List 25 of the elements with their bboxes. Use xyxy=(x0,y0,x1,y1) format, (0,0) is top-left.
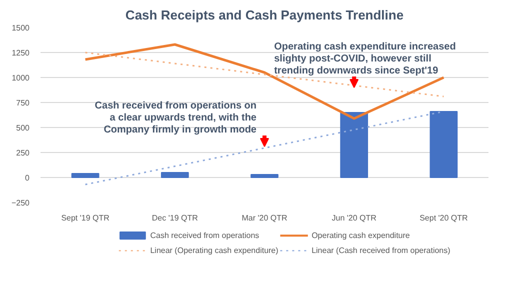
legend-label: Linear (Operating cash expenditure) xyxy=(150,246,279,256)
x-tick-label: Mar '20 QTR xyxy=(242,214,288,222)
chart-title: Cash Receipts and Cash Payments Trendline xyxy=(125,8,404,22)
bar xyxy=(160,172,189,178)
bar xyxy=(430,111,458,178)
y-tick-label: 750 xyxy=(16,98,30,108)
x-tick-label: Sept '20 QTR xyxy=(420,214,468,222)
legend-label: Operating cash expenditure xyxy=(312,231,410,240)
legend-label: Linear (Cash received from operations) xyxy=(312,246,451,256)
y-tick-label: 1250 xyxy=(12,48,30,58)
x-tick-label: Dec '19 QTR xyxy=(152,214,198,222)
y-tick-label: 0 xyxy=(25,174,30,182)
x-tick-label: Sept '19 QTR xyxy=(61,214,110,222)
x-tick-label: Jun '20 QTR xyxy=(332,214,377,222)
y-tick-label: 1500 xyxy=(12,24,30,32)
y-tick-label: 250 xyxy=(16,148,30,158)
annotation: Cash received from operations on a clear upwards trend, with the Company firmly in growth mode xyxy=(94,100,257,136)
y-tick-label: −250 xyxy=(11,198,30,208)
bar xyxy=(340,112,368,178)
bar xyxy=(71,173,100,178)
y-tick-label: 500 xyxy=(16,124,30,132)
y-tick-label: 1000 xyxy=(12,74,30,82)
legend-label: Cash received from operations xyxy=(150,231,260,240)
bar xyxy=(250,174,278,178)
annotation: Operating cash expenditure increased slighty post-COVID, however still trending downwards since Sept'19 xyxy=(274,41,456,76)
